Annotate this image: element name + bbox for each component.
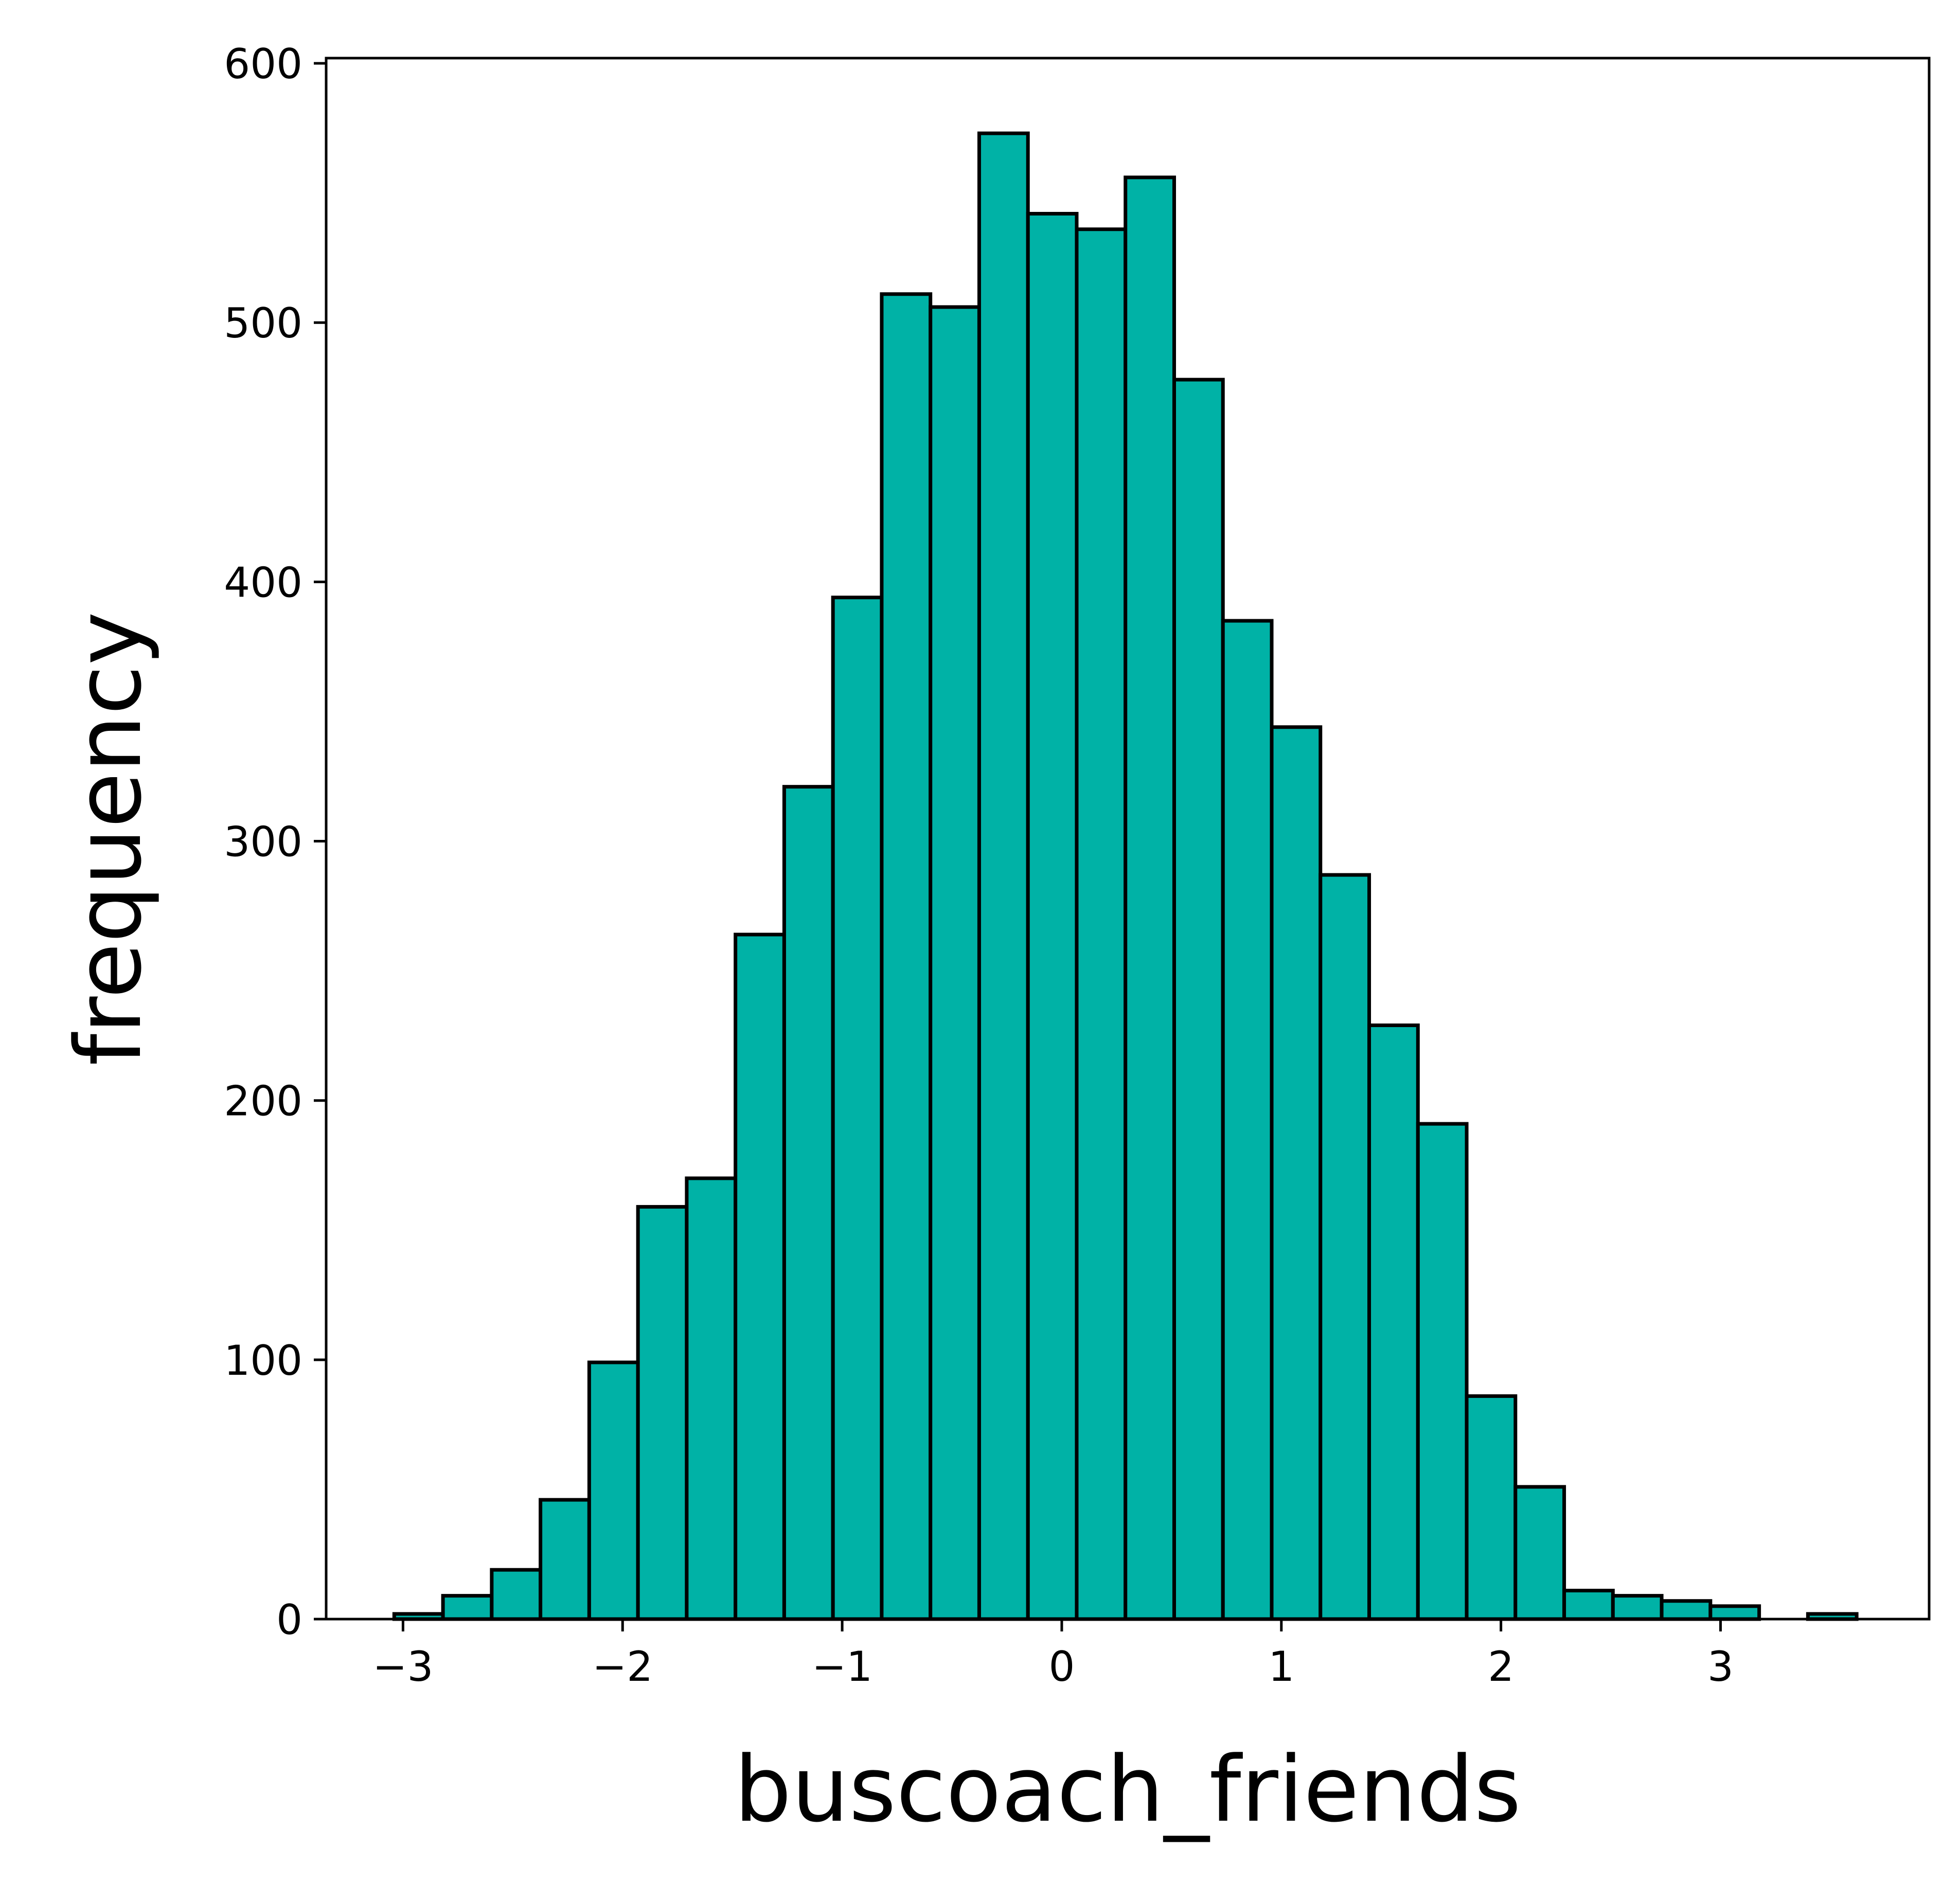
histogram-bar: [1562, 1589, 1615, 1621]
histogram-bar: [490, 1568, 543, 1621]
histogram-bar: [1416, 1122, 1469, 1621]
histogram-bar: [1708, 1604, 1761, 1621]
histogram-bar: [734, 932, 786, 1621]
y-axis: 0 100 200 300 400 500 600: [224, 40, 326, 1644]
histogram-bar: [636, 1205, 689, 1621]
x-tick-label: 1: [1268, 1643, 1294, 1691]
bars-group: [392, 131, 1859, 1621]
x-tick-label: 2: [1488, 1643, 1514, 1691]
y-axis-label: frequency: [56, 612, 162, 1066]
y-tick-label: 600: [224, 40, 302, 88]
histogram-bar: [539, 1498, 591, 1621]
histogram-bar: [1318, 873, 1371, 1621]
histogram-bar: [1367, 1023, 1420, 1621]
histogram-bar: [1513, 1485, 1566, 1621]
histogram-bar: [587, 1360, 640, 1621]
histogram-bar: [977, 131, 1030, 1621]
histogram-bar: [1465, 1394, 1518, 1621]
histogram-bar: [929, 305, 981, 1621]
x-tick-label: −3: [372, 1643, 433, 1691]
y-tick-label: 500: [224, 299, 302, 347]
x-tick-label: −2: [592, 1643, 653, 1691]
histogram-bar: [685, 1176, 738, 1621]
histogram-bar: [782, 785, 835, 1621]
histogram-bar: [1172, 378, 1225, 1621]
x-axis-label: buscoach_friends: [734, 1737, 1521, 1842]
x-tick-label: 0: [1048, 1643, 1075, 1691]
histogram-bar: [1124, 175, 1176, 1621]
histogram-bar: [441, 1594, 494, 1621]
histogram-bar: [831, 596, 884, 1621]
histogram-bar: [1270, 725, 1323, 1621]
histogram-bar: [1660, 1599, 1713, 1621]
x-tick-label: 3: [1707, 1643, 1734, 1691]
histogram-bar: [1026, 211, 1079, 1621]
histogram-bar: [1611, 1594, 1664, 1621]
y-tick-label: 0: [276, 1596, 302, 1644]
y-tick-label: 300: [224, 818, 302, 866]
histogram-bar: [1221, 619, 1274, 1621]
x-axis: −3 −2 −1 0 1 2 3: [372, 1619, 1734, 1691]
x-tick-label: −1: [812, 1643, 872, 1691]
histogram-bar: [880, 292, 933, 1621]
y-tick-label: 200: [224, 1078, 302, 1125]
y-tick-label: 100: [224, 1337, 302, 1385]
y-tick-label: 400: [224, 559, 302, 606]
plot-frame: [325, 57, 1931, 1621]
histogram-bar: [1075, 227, 1128, 1621]
